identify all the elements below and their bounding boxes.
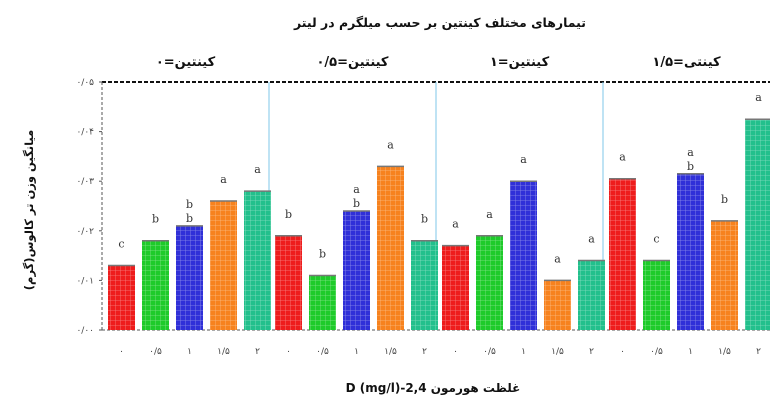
bar-texture	[442, 245, 469, 330]
bar-letter: a	[220, 173, 227, 186]
x-tick-label: ۱/۵	[551, 347, 564, 357]
bar-letter: a	[687, 146, 694, 159]
bars	[108, 118, 770, 330]
bar-texture	[510, 181, 537, 330]
bar-texture	[411, 240, 438, 330]
bar-letter: a	[353, 183, 360, 196]
x-tick-label: ۰/۵	[650, 347, 663, 357]
x-axis-ticks: ۰ ۰/۵ ۱ ۱/۵ ۲ ۰ ۰/۵ ۱ ۱/۵ ۲ ۰ ۰/۵ ۱ ۱/۵ ۲ ۰ ۰/۵ ۱ ۱/۵ ۲	[119, 347, 761, 357]
x-tick-label: ۱/۵	[217, 347, 230, 357]
bar-texture	[210, 201, 237, 330]
y-axis-ticks: ۰/۰۰ ۰/۰۱ ۰/۰۲ ۰/۰۳ ۰/۰۴ ۰/۰۵	[76, 78, 102, 336]
bar-letter: a	[755, 91, 762, 104]
bar-texture	[745, 119, 770, 330]
bar-texture	[377, 166, 404, 330]
x-tick-label: ۰/۵	[316, 347, 329, 357]
y-tick-label: ۰/۰۴	[76, 128, 94, 138]
x-tick-label: ۲	[756, 347, 761, 357]
bar-letter: a	[520, 153, 527, 166]
bar-letter-secondary: b	[186, 212, 193, 225]
bar-letter: b	[285, 208, 292, 221]
bar-letter: a	[254, 163, 261, 176]
x-tick-label: ۲	[589, 347, 594, 357]
bar-texture	[343, 210, 370, 330]
x-tick-label: ۰/۵	[149, 347, 162, 357]
bar-letter: c	[118, 238, 124, 251]
x-tick-label: ۲	[422, 347, 427, 357]
x-tick-label: ۱	[688, 347, 693, 357]
bar-letter: b	[421, 213, 428, 226]
bar-texture	[544, 280, 571, 330]
x-tick-label: ۰	[286, 347, 291, 357]
y-tick-label: ۰/۰۲	[76, 227, 94, 237]
x-tick-label: ۰	[620, 347, 625, 357]
panel-label: کینتین=۰/۵	[316, 55, 388, 70]
bar-letter: a	[387, 138, 394, 151]
bar-texture	[609, 178, 636, 330]
bar-letter: b	[186, 198, 193, 211]
bar-letter-secondary: b	[687, 160, 694, 173]
x-tick-label: ۱	[521, 347, 526, 357]
bar-texture	[275, 235, 302, 330]
bar-letter-secondary: b	[353, 197, 360, 210]
bar-texture	[711, 220, 738, 330]
x-tick-label: ۱/۵	[384, 347, 397, 357]
x-tick-label: ۲	[255, 347, 260, 357]
bar-texture	[578, 260, 605, 330]
bar-texture	[309, 275, 336, 330]
bar-texture	[176, 225, 203, 330]
bar-texture	[643, 260, 670, 330]
x-tick-label: ۱	[187, 347, 192, 357]
y-tick-label: ۰/۰۵	[76, 78, 94, 88]
bar-letter: b	[152, 213, 159, 226]
panel-label: کینتی=۱/۵	[652, 55, 721, 70]
bar-letter: a	[619, 151, 626, 164]
y-tick-label: ۰/۰۱	[76, 276, 94, 286]
panel-label: کینتین=۰	[156, 55, 216, 70]
bar-letter: a	[486, 208, 493, 221]
panel-label: کینتین=۱	[490, 55, 550, 70]
x-tick-label: ۰	[453, 347, 458, 357]
bar-letter: a	[554, 252, 561, 265]
bar-letter: a	[452, 218, 459, 231]
chart-title: تیمارهای مختلف کینتین بر حسب میلگرم در ل…	[293, 15, 586, 31]
bar-texture	[108, 265, 135, 330]
bar-texture	[476, 235, 503, 330]
y-axis-label: میانگین وزن تر کالوس(گرم)	[22, 130, 37, 290]
bar-letter: b	[319, 247, 326, 260]
y-tick-label: ۰/۰۳	[76, 177, 94, 187]
bar-letter: b	[721, 193, 728, 206]
bar-texture	[244, 191, 271, 330]
bar-letter: c	[653, 233, 659, 246]
y-tick-label: ۰/۰۰	[76, 326, 94, 336]
bar-texture	[677, 173, 704, 330]
bar-letter: a	[588, 233, 595, 246]
panel-labels: کینتین=۰ کینتین=۰/۵ کینتین=۱ کینتی=۱/۵	[156, 55, 721, 70]
x-tick-label: ۱	[354, 347, 359, 357]
x-axis-label: غلظت هورمون 2,4-D (mg/l)	[346, 381, 521, 396]
bar-texture	[142, 240, 169, 330]
x-tick-label: ۰/۵	[483, 347, 496, 357]
x-tick-label: ۰	[119, 347, 124, 357]
x-tick-label: ۱/۵	[718, 347, 731, 357]
